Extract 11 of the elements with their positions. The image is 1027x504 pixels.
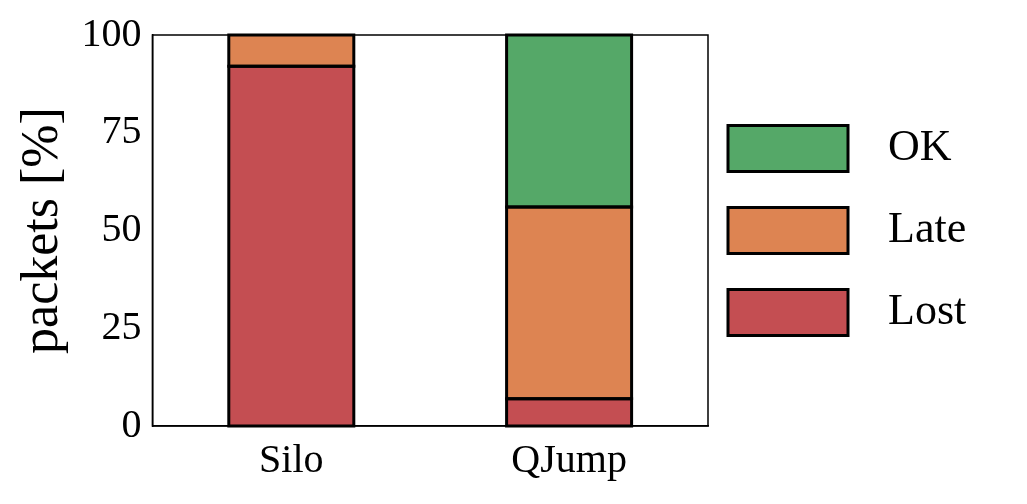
y-tick-label: 50 xyxy=(101,205,142,250)
legend-label: OK xyxy=(888,121,952,171)
y-tick-label: 75 xyxy=(101,107,142,153)
x-tick-label: QJump xyxy=(511,435,627,481)
legend-label: Lost xyxy=(888,285,967,335)
y-tick-label: 100 xyxy=(81,9,142,55)
legend-label: Late xyxy=(888,203,967,253)
x-tick-label: Silo xyxy=(259,435,324,481)
y-tick-label: 25 xyxy=(101,302,142,348)
y-tick-label: 0 xyxy=(121,400,142,446)
y-axis-title: packets [%] xyxy=(10,107,68,354)
